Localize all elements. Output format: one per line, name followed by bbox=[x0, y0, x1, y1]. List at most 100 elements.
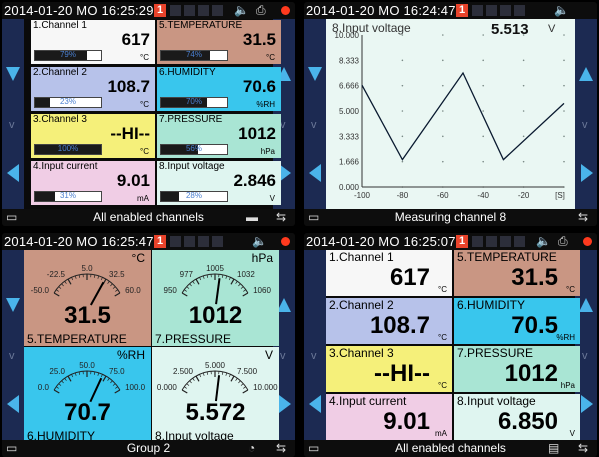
gauge-scale-label: 10.000 bbox=[253, 383, 278, 392]
scroll-down-button[interactable] bbox=[308, 67, 322, 81]
alarm-badge[interactable]: 1 bbox=[154, 4, 166, 17]
gauge-mode-icon[interactable]: ◔ bbox=[248, 441, 256, 455]
y-tick-label: 5.000 bbox=[339, 107, 360, 116]
scroll-down-button[interactable] bbox=[6, 298, 20, 312]
footer-bar: ▭ Measuring channel 8 ⇆ bbox=[304, 209, 597, 226]
chevron-down-icon: v bbox=[582, 350, 588, 362]
channel-tile[interactable]: 8.Input voltage 2.846 28% V bbox=[157, 161, 281, 205]
alarm-badge[interactable]: 1 bbox=[154, 235, 166, 248]
channel-value: 70.6 bbox=[242, 77, 276, 96]
channel-tile[interactable]: 5.TEMPERATURE 31.5 °C bbox=[454, 250, 580, 296]
monitor-icon[interactable]: ▭ bbox=[308, 210, 320, 224]
gauge-tick bbox=[228, 277, 231, 281]
speaker-icon[interactable]: 🔈 bbox=[252, 234, 267, 248]
monitor-icon[interactable]: ▭ bbox=[6, 210, 18, 224]
swap-icon[interactable]: ⇆ bbox=[578, 441, 589, 455]
datetime-label: 2014-01-20 MO 16:24:47 bbox=[306, 3, 456, 18]
display-mode-icon[interactable]: ▬ bbox=[246, 210, 258, 224]
previous-screen-button[interactable] bbox=[7, 164, 19, 182]
screen-trend-chart: 2014-01-20 MO 16:24:47 1 🔈 v v 8.Input v… bbox=[304, 2, 597, 226]
gauge-name: 5.TEMPERATURE bbox=[27, 332, 127, 346]
channel-tile[interactable]: 3.Channel 3 --HI-- 100% °C bbox=[31, 114, 155, 158]
level-fill bbox=[35, 51, 88, 60]
gauge-tile[interactable]: 950 977 1005 1032 1060 hPa 1012 7.PRESSURE bbox=[152, 250, 279, 346]
gauge-value: 5.572 bbox=[185, 399, 246, 426]
datetime-label: 2014-01-20 MO 16:25:07 bbox=[306, 234, 456, 249]
gauge-tick bbox=[100, 374, 103, 378]
scroll-down-button[interactable] bbox=[6, 67, 20, 81]
next-screen-button[interactable] bbox=[279, 395, 291, 413]
monitor-icon[interactable]: ▭ bbox=[308, 441, 320, 455]
display-mode-icon[interactable]: ▤ bbox=[548, 441, 560, 455]
gauge-tick bbox=[230, 375, 235, 382]
next-screen-button[interactable] bbox=[279, 164, 291, 182]
channel-tile[interactable]: 4.Input current 9.01 mA bbox=[326, 394, 452, 440]
memory-card-icon[interactable]: ⎙ bbox=[558, 234, 568, 248]
channel-unit: °C bbox=[566, 285, 575, 294]
channel-value: 1012 bbox=[504, 360, 558, 387]
gauge-tile[interactable]: 0.000 2.500 5.000 7.500 10.000 V 5.572 8.Inp… bbox=[152, 347, 279, 443]
swap-icon[interactable]: ⇆ bbox=[276, 441, 287, 455]
channel-tile[interactable]: 8.Input voltage 6.850 V bbox=[454, 394, 580, 440]
grid-dot bbox=[401, 34, 404, 36]
channel-unit: %RH bbox=[556, 333, 575, 342]
level-bar: 74% bbox=[160, 50, 228, 61]
next-screen-button[interactable] bbox=[581, 395, 593, 413]
channel-name: 8.Input voltage bbox=[457, 394, 536, 408]
next-screen-button[interactable] bbox=[581, 164, 593, 182]
swap-icon[interactable]: ⇆ bbox=[578, 210, 589, 224]
footer-label: Group 2 bbox=[126, 441, 171, 455]
gauge-tick bbox=[195, 375, 200, 382]
channel-unit: °C bbox=[140, 147, 149, 156]
gauge-tick bbox=[107, 281, 110, 284]
memory-card-icon[interactable]: ⎙ bbox=[256, 3, 266, 17]
gauge-tick bbox=[235, 281, 238, 284]
monitor-icon[interactable]: ▭ bbox=[6, 441, 18, 455]
level-fill bbox=[161, 145, 198, 154]
previous-screen-button[interactable] bbox=[309, 164, 321, 182]
channel-tile[interactable]: 6.HUMIDITY 70.5 %RH bbox=[454, 298, 580, 344]
previous-screen-button[interactable] bbox=[309, 395, 321, 413]
right-nav-panel: v bbox=[575, 250, 597, 440]
gauge-scale-label: 0.000 bbox=[157, 383, 178, 392]
left-nav-panel: v bbox=[2, 19, 24, 209]
gauge-scale-label: 5.0 bbox=[81, 264, 93, 273]
gauge-tick bbox=[114, 389, 121, 394]
gauge-tile[interactable]: 0.0 25.0 50.0 75.0 100.0 %RH 70.7 6.HUMIDITY bbox=[24, 347, 151, 443]
scroll-up-button[interactable] bbox=[277, 298, 291, 312]
status-bar: 2014-01-20 MO 16:25:29 1 🔈 ⎙ bbox=[2, 2, 295, 19]
alarm-badge[interactable]: 1 bbox=[456, 4, 468, 17]
scroll-up-button[interactable] bbox=[579, 298, 593, 312]
channel-tile[interactable]: 3.Channel 3 --HI-- °C bbox=[326, 346, 452, 392]
channel-tile[interactable]: 2.Channel 2 108.7 23% °C bbox=[31, 67, 155, 111]
channel-tile[interactable]: 5.TEMPERATURE 31.5 74% °C bbox=[157, 20, 281, 64]
previous-screen-button[interactable] bbox=[7, 395, 19, 413]
channel-tile[interactable]: 4.Input current 9.01 31% mA bbox=[31, 161, 155, 205]
channel-name: 5.TEMPERATURE bbox=[159, 20, 243, 31]
speaker-icon[interactable]: 🔈 bbox=[554, 3, 569, 17]
screen-gauges: 2014-01-20 MO 16:25:47 1 🔈 v v -50.0 -22.… bbox=[2, 233, 295, 457]
speaker-icon[interactable]: 🔈 bbox=[536, 234, 551, 248]
channel-tile[interactable]: 1.Channel 1 617 79% °C bbox=[31, 20, 155, 64]
grid-dot bbox=[442, 110, 444, 112]
channel-unit: V bbox=[569, 429, 575, 438]
grid-dot bbox=[482, 160, 484, 163]
alarm-badge[interactable]: 1 bbox=[456, 235, 468, 248]
gauge-scale-label: 75.0 bbox=[109, 367, 125, 376]
channel-name: 6.HUMIDITY bbox=[457, 298, 526, 312]
chart-current-value: 5.513 bbox=[491, 21, 529, 38]
speaker-icon[interactable]: 🔈 bbox=[234, 3, 249, 17]
channel-tile[interactable]: 7.PRESSURE 1012 hPa bbox=[454, 346, 580, 392]
gauge-tick bbox=[93, 274, 96, 278]
scroll-up-button[interactable] bbox=[579, 67, 593, 81]
channel-tile[interactable]: 7.PRESSURE 1012 56% hPa bbox=[157, 114, 281, 158]
swap-icon[interactable]: ⇆ bbox=[276, 210, 287, 224]
channel-tile[interactable]: 2.Channel 2 108.7 °C bbox=[326, 298, 452, 344]
channel-tile[interactable]: 6.HUMIDITY 70.6 70% %RH bbox=[157, 67, 281, 111]
gauge-tick bbox=[74, 372, 77, 376]
channel-tile[interactable]: 1.Channel 1 617 °C bbox=[326, 250, 452, 296]
trend-chart[interactable]: 8.Input voltage 5.513 V 10.000 8.333 6.666 5.0… bbox=[326, 19, 575, 209]
gauge-tile[interactable]: -50.0 -22.5 5.0 32.5 60.0 °C 31.5 5.TEMPERAT… bbox=[24, 250, 151, 346]
gauge-tick bbox=[184, 386, 187, 389]
gauge-tick bbox=[78, 274, 81, 278]
